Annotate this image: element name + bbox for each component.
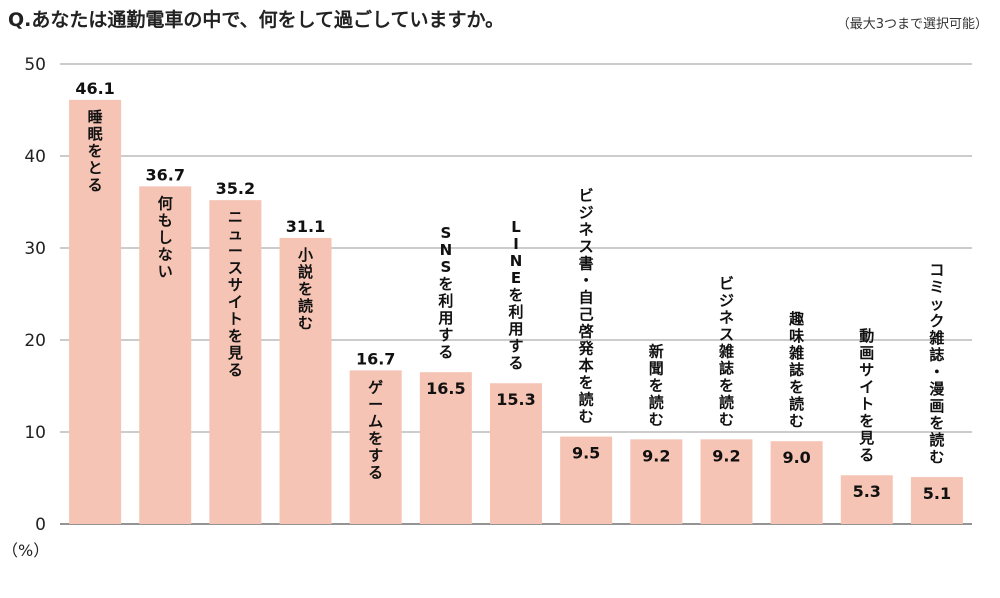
category-label: 小説を読む [298,246,313,332]
y-tick-label: 0 [35,515,46,535]
category-label: コミック雑誌・漫画を読む [928,261,945,466]
data-label: 9.2 [642,446,670,465]
category-label: L I N E を利用する [508,218,523,372]
bar [349,370,402,524]
data-label: 5.3 [853,482,881,501]
data-label: 5.1 [923,484,951,503]
category-label: 新聞を読む [649,342,664,428]
y-tick-label: 10 [24,423,46,443]
data-label: 16.5 [426,379,465,398]
category-label: 何もしない [158,194,173,280]
bar [700,439,753,524]
bar [910,477,963,524]
bar [770,441,823,524]
y-axis-ticks: 0 10 20 30 40 50 [24,55,46,535]
category-label: 趣味雑誌を読む [788,310,805,430]
data-label: 15.3 [496,390,535,409]
y-tick-label: 20 [24,331,46,351]
category-label: ビジネス雑誌を読む [718,274,734,428]
category-label: ニュースサイトを見る [227,208,243,379]
category-label: ビジネス書・自己啓発本を読む [578,187,595,426]
bars [69,99,963,525]
data-label: 9.5 [572,444,600,463]
y-axis-unit: （%） [2,541,49,560]
y-tick-label: 30 [24,239,46,259]
data-label: 35.2 [216,179,255,198]
y-tick-label: 40 [24,147,46,167]
bar [69,99,122,524]
bar [279,237,332,524]
labels: 46.1 睡眠をとる 36.7 何もしない 35.2 ニュースサイトを見る 31.1 小説を読… [75,79,951,503]
data-label: 46.1 [75,79,114,98]
chart-note: （最大3つまで選択可能） [837,17,988,32]
bar [490,383,542,524]
data-label: 31.1 [286,217,325,236]
bar [209,200,262,524]
category-label: 動画サイトを見る [858,327,874,464]
category-label: S N S を利用する [438,224,453,361]
bar [139,186,192,525]
y-tick-label: 50 [24,55,46,75]
bar [630,439,683,524]
bar [560,436,613,524]
category-label: ゲームをする [368,378,383,481]
data-label: 9.2 [712,446,740,465]
data-label: 36.7 [145,165,184,184]
chart-title: Q.あなたは通勤電車の中で、何をして過ごしていますか。 [8,8,504,31]
category-label: 睡眠をとる [88,108,103,194]
bar [419,372,472,524]
data-label: 9.0 [782,448,810,467]
data-label: 16.7 [356,349,395,368]
bar [840,475,893,524]
